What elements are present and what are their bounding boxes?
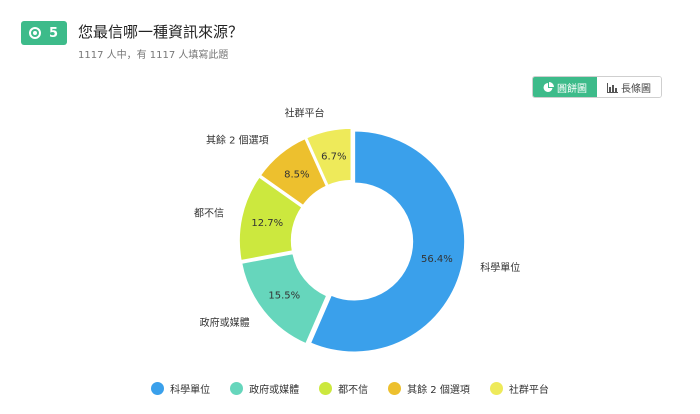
slice-value-label: 6.7%	[321, 152, 346, 163]
pie-chart-label: 圓餅圖	[557, 83, 587, 95]
slice-category-label: 科學單位	[480, 261, 520, 274]
legend-swatch	[151, 382, 165, 395]
slice-社群平台[interactable]	[304, 126, 353, 188]
bar-chart-button[interactable]: 長條圖	[597, 77, 661, 97]
legend-item-都不信[interactable]: 都不信	[319, 381, 368, 396]
legend-item-政府或媒體[interactable]: 政府或媒體	[230, 381, 299, 396]
slice-都不信[interactable]	[237, 175, 304, 263]
legend-swatch	[230, 382, 244, 395]
slice-科學單位[interactable]	[308, 129, 467, 354]
question-number-badge: 5	[21, 21, 67, 45]
slice-value-label: 12.7%	[251, 218, 283, 229]
legend-item-社群平台[interactable]: 社群平台	[489, 381, 549, 396]
slice-政府或媒體[interactable]	[240, 251, 329, 346]
donut-chart: 56.4% 科學單位 15.5% 政府或媒體 12.7% 都不信 8.5% 其餘 2 個選項 6…	[194, 106, 520, 354]
legend-item-科學單位[interactable]: 科學單位	[151, 381, 210, 396]
legend-label: 其餘 2 個選項	[407, 385, 470, 396]
pie-chart-icon	[543, 81, 554, 93]
legend-label: 都不信	[338, 385, 369, 396]
question-number: 5	[49, 25, 59, 41]
pie-chart-button[interactable]: 圓餅圖	[533, 77, 597, 97]
legend-label: 科學單位	[170, 385, 211, 396]
legend-swatch	[319, 382, 333, 395]
legend-swatch	[489, 382, 503, 395]
slice-value-label: 15.5%	[268, 291, 300, 302]
slice-category-label: 政府或媒體	[200, 316, 250, 329]
slice-value-label: 8.5%	[284, 170, 309, 181]
chart-legend: 科學單位 政府或媒體 都不信 其餘 2 個選項 社群平台	[0, 381, 700, 396]
bar-chart-label: 長條圖	[621, 83, 651, 95]
slice-value-label: 56.4%	[421, 254, 453, 265]
slice-其餘-2-個選項[interactable]	[258, 136, 329, 208]
question-title: 您最信哪一種資訊來源？	[78, 23, 244, 41]
legend-label: 社群平台	[508, 385, 549, 396]
slice-category-label: 社群平台	[285, 106, 325, 119]
slice-category-label: 其餘 2 個選項	[206, 133, 269, 146]
bar-chart-icon	[607, 82, 618, 93]
legend-swatch	[388, 382, 402, 395]
legend-label: 政府或媒體	[249, 385, 300, 396]
slice-category-label: 都不信	[194, 208, 224, 220]
legend-item-其餘-2-個選項[interactable]: 其餘 2 個選項	[388, 381, 470, 396]
response-count: 1117 人中，有 1117 人填寫此題	[78, 50, 229, 61]
radio-icon	[29, 27, 41, 39]
chart-type-toggle: 圓餅圖 長條圖	[532, 76, 662, 98]
